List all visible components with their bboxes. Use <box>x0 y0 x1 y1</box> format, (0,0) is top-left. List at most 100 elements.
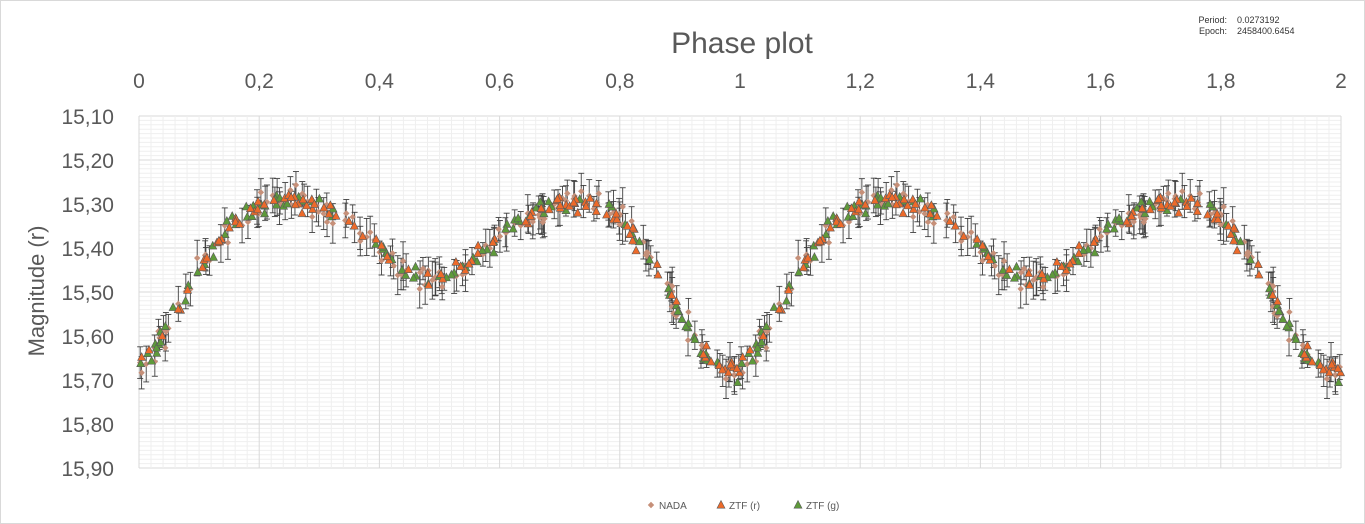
ztf-r-point <box>698 349 708 358</box>
nada-point <box>670 310 677 317</box>
nada-point <box>143 360 150 368</box>
ztf-r-point <box>358 231 368 240</box>
nada-point <box>1179 188 1186 195</box>
nada-point <box>1020 265 1028 272</box>
ztf-r-point <box>978 240 987 250</box>
nada-point <box>1271 310 1278 317</box>
ztf-r-point <box>183 284 193 294</box>
ztf-g-point <box>1012 261 1022 271</box>
ztf-r-point <box>920 202 930 212</box>
ztf-r-point <box>738 352 748 361</box>
nada-point <box>1125 210 1132 217</box>
nada-point <box>916 208 923 215</box>
ztf-r-point <box>585 193 595 202</box>
ztf-g-point <box>998 265 1008 274</box>
x-tick-label: 1,4 <box>966 70 996 93</box>
ztf-r-point <box>1004 264 1014 274</box>
ztf-r-point <box>436 268 446 278</box>
ztf-g-point <box>1162 205 1172 214</box>
ztf-r-point <box>1089 237 1099 246</box>
nada-point <box>539 219 547 226</box>
ztf-r-point <box>286 192 296 201</box>
nada-point <box>930 220 938 227</box>
nada-point <box>551 201 558 208</box>
ztf-r-point <box>573 207 583 217</box>
nada-point <box>595 190 603 197</box>
ztf-g-point <box>645 254 654 264</box>
nada-point <box>536 214 544 221</box>
ztf-r-point <box>652 259 662 268</box>
nada-point <box>1336 363 1343 371</box>
nada-point <box>416 269 424 276</box>
ztf-g-point <box>411 261 421 271</box>
nada-point <box>1096 225 1103 233</box>
ztf-r-point <box>1122 216 1132 226</box>
ztf-r-point <box>1057 261 1067 271</box>
ztf-r-point <box>259 199 269 209</box>
ztf-g-point <box>1265 283 1275 293</box>
grid-lines <box>138 115 1342 469</box>
nada-point <box>1130 218 1137 226</box>
nada-point <box>1030 276 1037 284</box>
ztf-g-point <box>1235 236 1245 246</box>
ztf-r-point <box>423 268 433 277</box>
nada-point <box>202 251 209 258</box>
ztf-g-point <box>501 224 511 233</box>
ztf-g-point <box>634 236 644 246</box>
ztf-g-point <box>1205 199 1215 208</box>
ztf-r-point <box>1137 203 1147 212</box>
ztf-r-point <box>628 222 638 232</box>
x-tick-label: 0,4 <box>365 70 395 93</box>
ztf-g-point <box>809 252 819 261</box>
ztf-g-point <box>535 196 545 206</box>
ztf-r-point <box>903 200 913 210</box>
nada-point <box>495 225 502 233</box>
ztf-r-point <box>1253 259 1263 268</box>
nada-point <box>763 344 770 352</box>
ztf-r-point <box>526 211 536 220</box>
ztf-g-point <box>883 198 893 208</box>
ztf-r-point <box>846 203 856 212</box>
ztf-r-point <box>544 204 554 214</box>
nada-point <box>138 369 145 376</box>
nada-point <box>950 213 957 221</box>
ztf-r-point <box>898 208 908 217</box>
ztf-g-point <box>690 334 700 344</box>
ztf-r-point <box>424 279 434 289</box>
ztf-r-point <box>671 296 681 305</box>
nada-point <box>1165 190 1172 197</box>
ztf-r-point <box>798 262 808 272</box>
ztf-g-point <box>753 348 763 357</box>
x-tick-label: 1,2 <box>846 70 875 93</box>
ztf-r-point <box>726 359 736 369</box>
ztf-r-point <box>784 284 794 294</box>
data-points <box>136 181 1346 386</box>
ztf-g-point <box>208 252 218 261</box>
ztf-g-point <box>782 295 792 305</box>
ephemeris-labels: Period: Epoch: <box>1193 15 1227 37</box>
ztf-r-point <box>1226 229 1236 239</box>
nada-point <box>378 257 385 264</box>
legend-marker-ztf-r- <box>716 499 726 509</box>
ztf-r-point <box>745 344 755 354</box>
ztf-g-point <box>1047 269 1057 279</box>
x-tick-label: 0 <box>133 70 145 93</box>
ztf-g-point <box>561 205 571 214</box>
ztf-g-point <box>1078 245 1088 254</box>
ztf-g-point <box>664 283 674 293</box>
nada-point <box>1017 269 1025 276</box>
legend-label: NADA <box>659 501 687 512</box>
ztf-r-point <box>144 344 154 354</box>
ztf-r-point <box>910 199 920 208</box>
nada-point <box>991 262 998 270</box>
legend: NADA ZTF (r) ZTF (g) <box>647 499 839 512</box>
ztf-r-point <box>717 364 727 374</box>
nada-point <box>672 312 680 320</box>
nada-point <box>1323 375 1331 383</box>
ztf-r-point <box>714 360 724 370</box>
nada-point <box>685 308 692 316</box>
period-value: 0.0273192 <box>1237 15 1280 25</box>
nada-point <box>162 328 170 335</box>
nada-point <box>1243 251 1251 259</box>
nada-point <box>730 371 738 379</box>
